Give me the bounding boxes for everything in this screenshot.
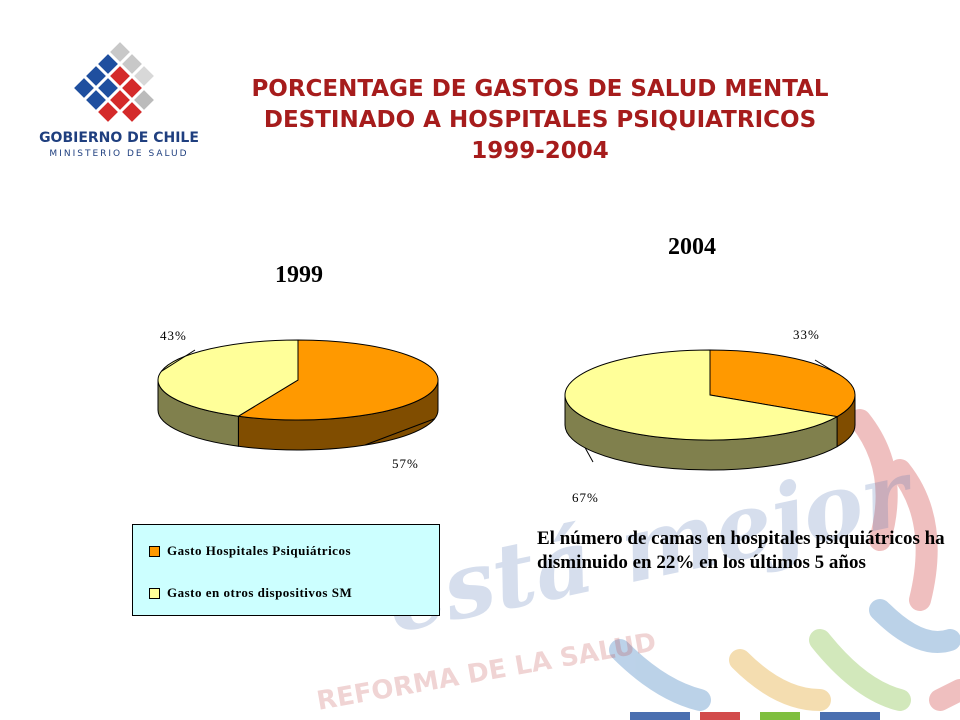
logo-text-gobierno: GOBIERNO DE CHILE	[39, 130, 199, 146]
page-title: PORCENTAGE DE GASTOS DE SALUD MENTAL DES…	[251, 76, 829, 164]
gobierno-chile-logo	[74, 42, 154, 122]
pie-leader-1999-0	[364, 418, 435, 446]
legend-label-otros: Gasto en otros dispositivos SM	[167, 585, 353, 600]
pie-leader-2004-0	[814, 359, 836, 373]
pie-label-1999-1: 43%	[160, 328, 187, 343]
note-text: El número de camas en hospitales psiquiá…	[537, 528, 945, 573]
pie-chart-2004: 33% 67%	[564, 327, 856, 505]
pie-label-2004-0: 33%	[793, 327, 820, 342]
legend-swatch-hospitales	[149, 545, 160, 557]
logo-text-ministerio: MINISTERIO DE SALUD	[49, 149, 189, 159]
legend-item-otros: Gasto en otros dispositivos SM	[149, 585, 352, 601]
legend-swatch-otros	[149, 587, 160, 599]
pie-chart-1999: 57% 43%	[157, 328, 439, 471]
chart-1999-title: 1999	[275, 262, 323, 288]
pie-slice-2004-1	[564, 349, 839, 441]
pie-label-1999-0: 57%	[392, 456, 419, 471]
chart-2004-title: 2004	[668, 234, 716, 260]
chart-legend: Gasto Hospitales Psiquiátricos Gasto en …	[132, 524, 440, 616]
pie-leader-1999-1	[161, 349, 196, 372]
pie-slice-1999-0	[236, 339, 439, 421]
pie-label-2004-1: 67%	[572, 490, 599, 505]
legend-item-hospitales: Gasto Hospitales Psiquiátricos	[149, 543, 351, 559]
pie-leader-2004-1	[584, 447, 594, 463]
legend-label-hospitales: Gasto Hospitales Psiquiátricos	[167, 543, 352, 558]
